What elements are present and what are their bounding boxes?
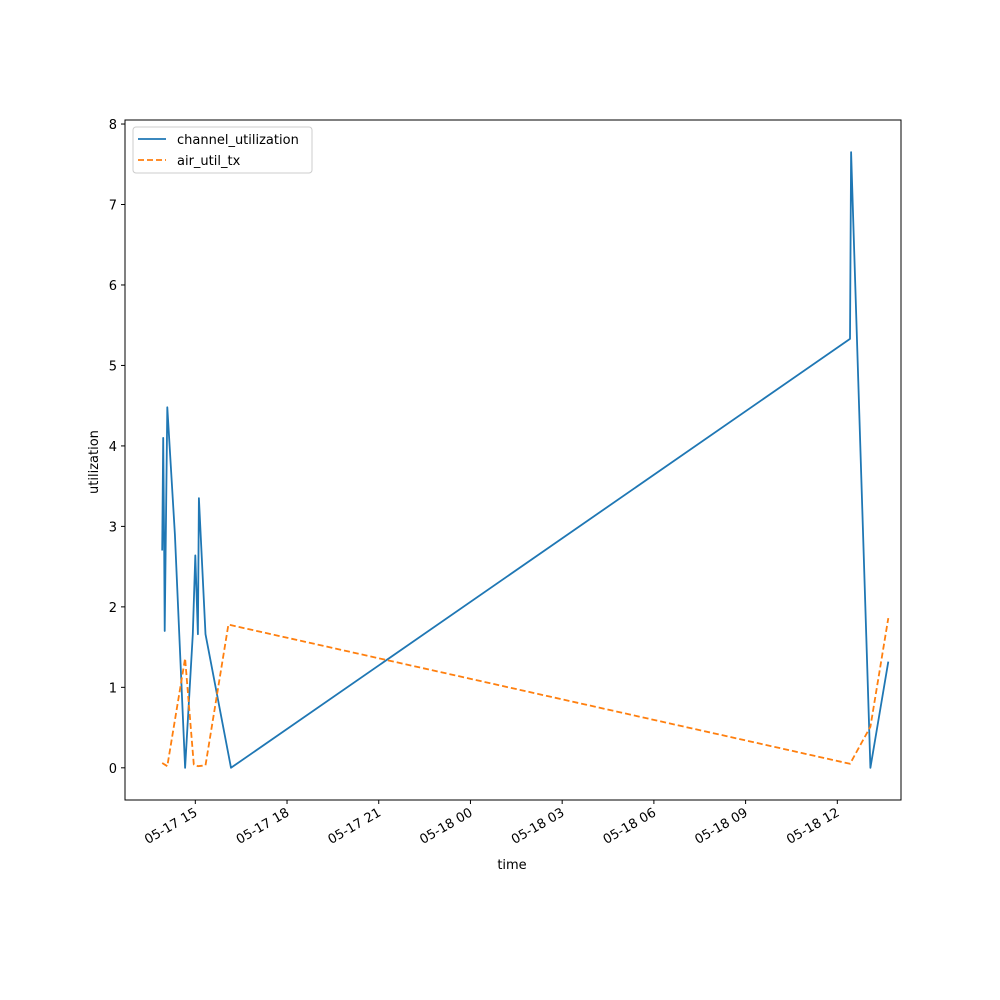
y-tick-label: 1 (109, 681, 117, 696)
y-axis: 0 1 2 3 4 5 6 7 8 (109, 118, 125, 777)
legend-label-channel_utilization: channel_utilization (177, 133, 299, 148)
y-tick-label: 6 (109, 279, 117, 294)
legend-label-air_util_tx: air_util_tx (177, 154, 241, 169)
y-tick-label: 3 (109, 520, 117, 535)
y-tick-label: 2 (109, 601, 117, 616)
plot-frame (124, 119, 902, 801)
y-tick-label: 7 (109, 198, 117, 213)
y-tick-label: 5 (109, 359, 117, 374)
plot-lines (161, 151, 890, 769)
y-tick-label: 4 (109, 440, 117, 455)
y-axis-label: utilization (87, 430, 102, 494)
y-tick-label: 0 (109, 762, 117, 777)
legend-box (132, 126, 313, 174)
series-line-air_util_tx (161, 617, 890, 768)
y-tick-label: 8 (109, 118, 117, 133)
x-axis-label: time (497, 858, 526, 873)
legend: channel_utilization air_util_tx (132, 126, 313, 174)
series-line-channel_utilization (161, 151, 890, 769)
